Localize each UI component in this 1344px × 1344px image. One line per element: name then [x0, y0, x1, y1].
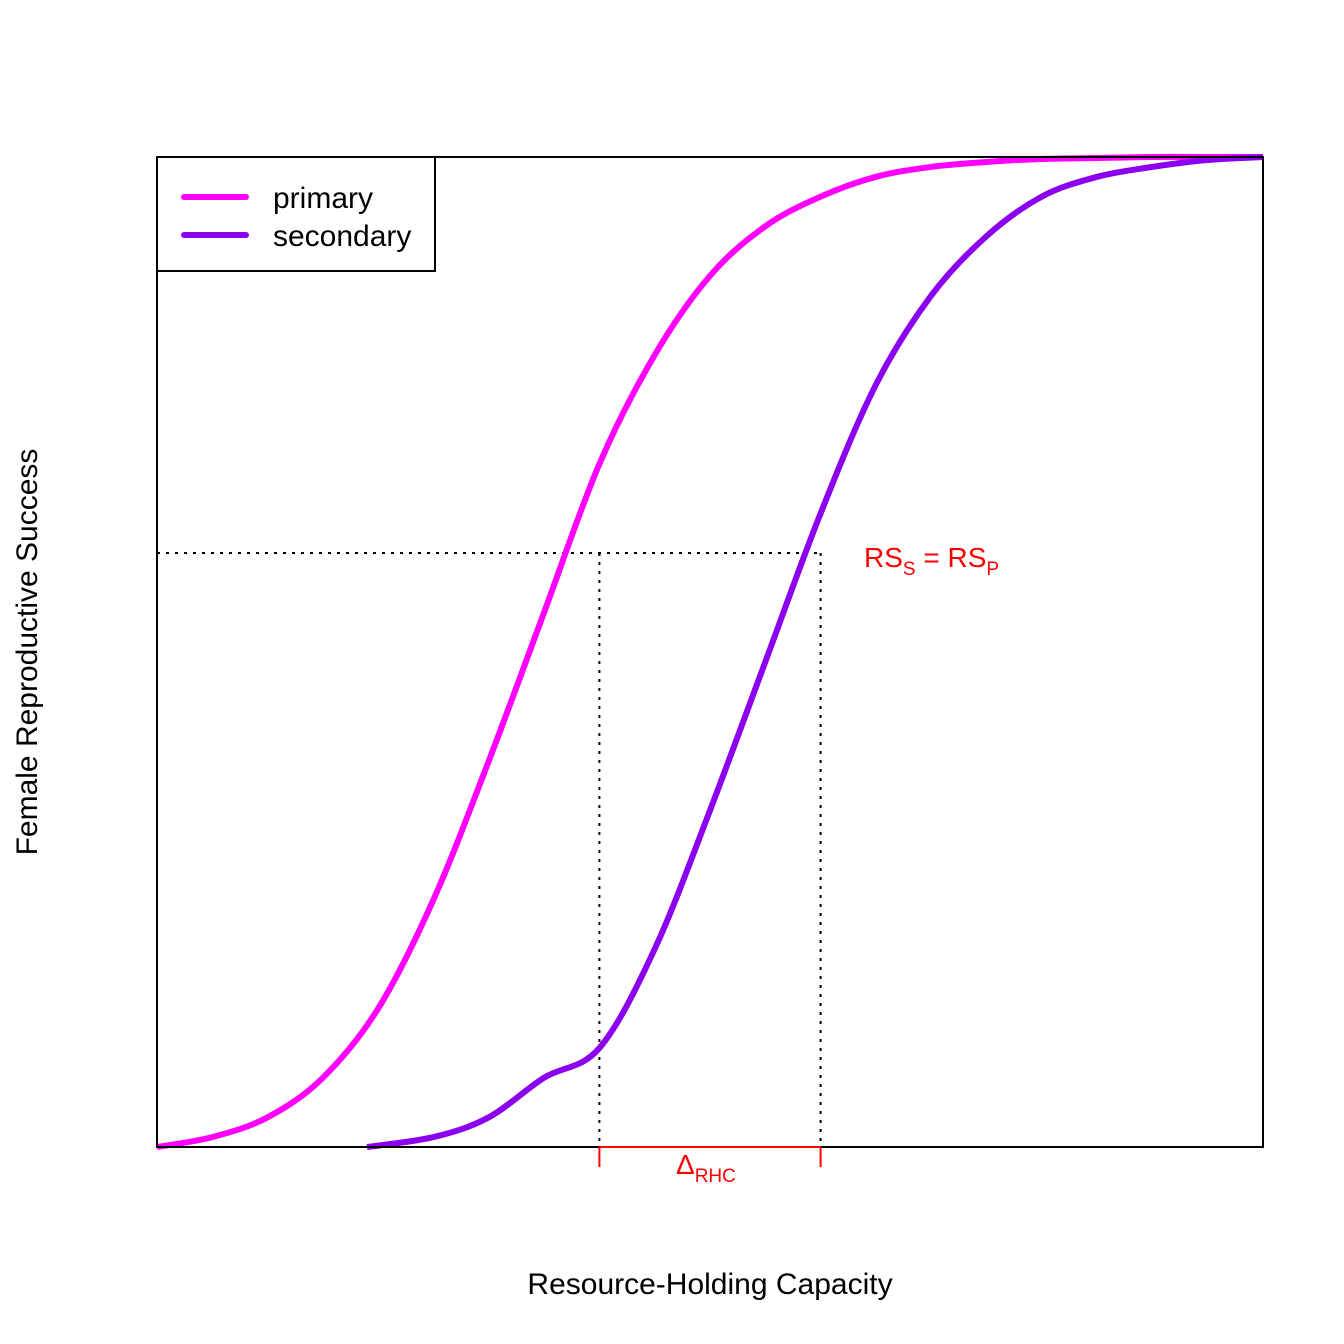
delta-symbol: Δ	[676, 1149, 695, 1180]
legend-label-secondary: secondary	[273, 220, 411, 253]
delta-bracket	[598, 1146, 822, 1167]
plot-frame	[156, 156, 1264, 1148]
legend: primary secondary	[156, 156, 436, 272]
y-axis-label: Female Reproductive Success	[11, 449, 44, 856]
reference-lines	[157, 552, 822, 1147]
delta-label: ΔRHC	[676, 1149, 736, 1187]
equality-sub2: P	[986, 559, 999, 580]
x-axis-label: Resource-Holding Capacity	[527, 1268, 892, 1301]
equality-part1: RS	[864, 542, 903, 573]
legend-label-primary: primary	[273, 182, 373, 215]
equality-equals: =	[916, 542, 948, 573]
equality-part2: RS	[948, 542, 987, 573]
delta-sub: RHC	[695, 1166, 736, 1187]
series-line-secondary	[366, 154, 1264, 1150]
series-lines	[156, 153, 1264, 1150]
series-line-primary	[156, 153, 1263, 1150]
equality-sub1: S	[903, 559, 916, 580]
legend-box	[156, 156, 436, 272]
equality-label: RSS = RSP	[864, 542, 999, 580]
